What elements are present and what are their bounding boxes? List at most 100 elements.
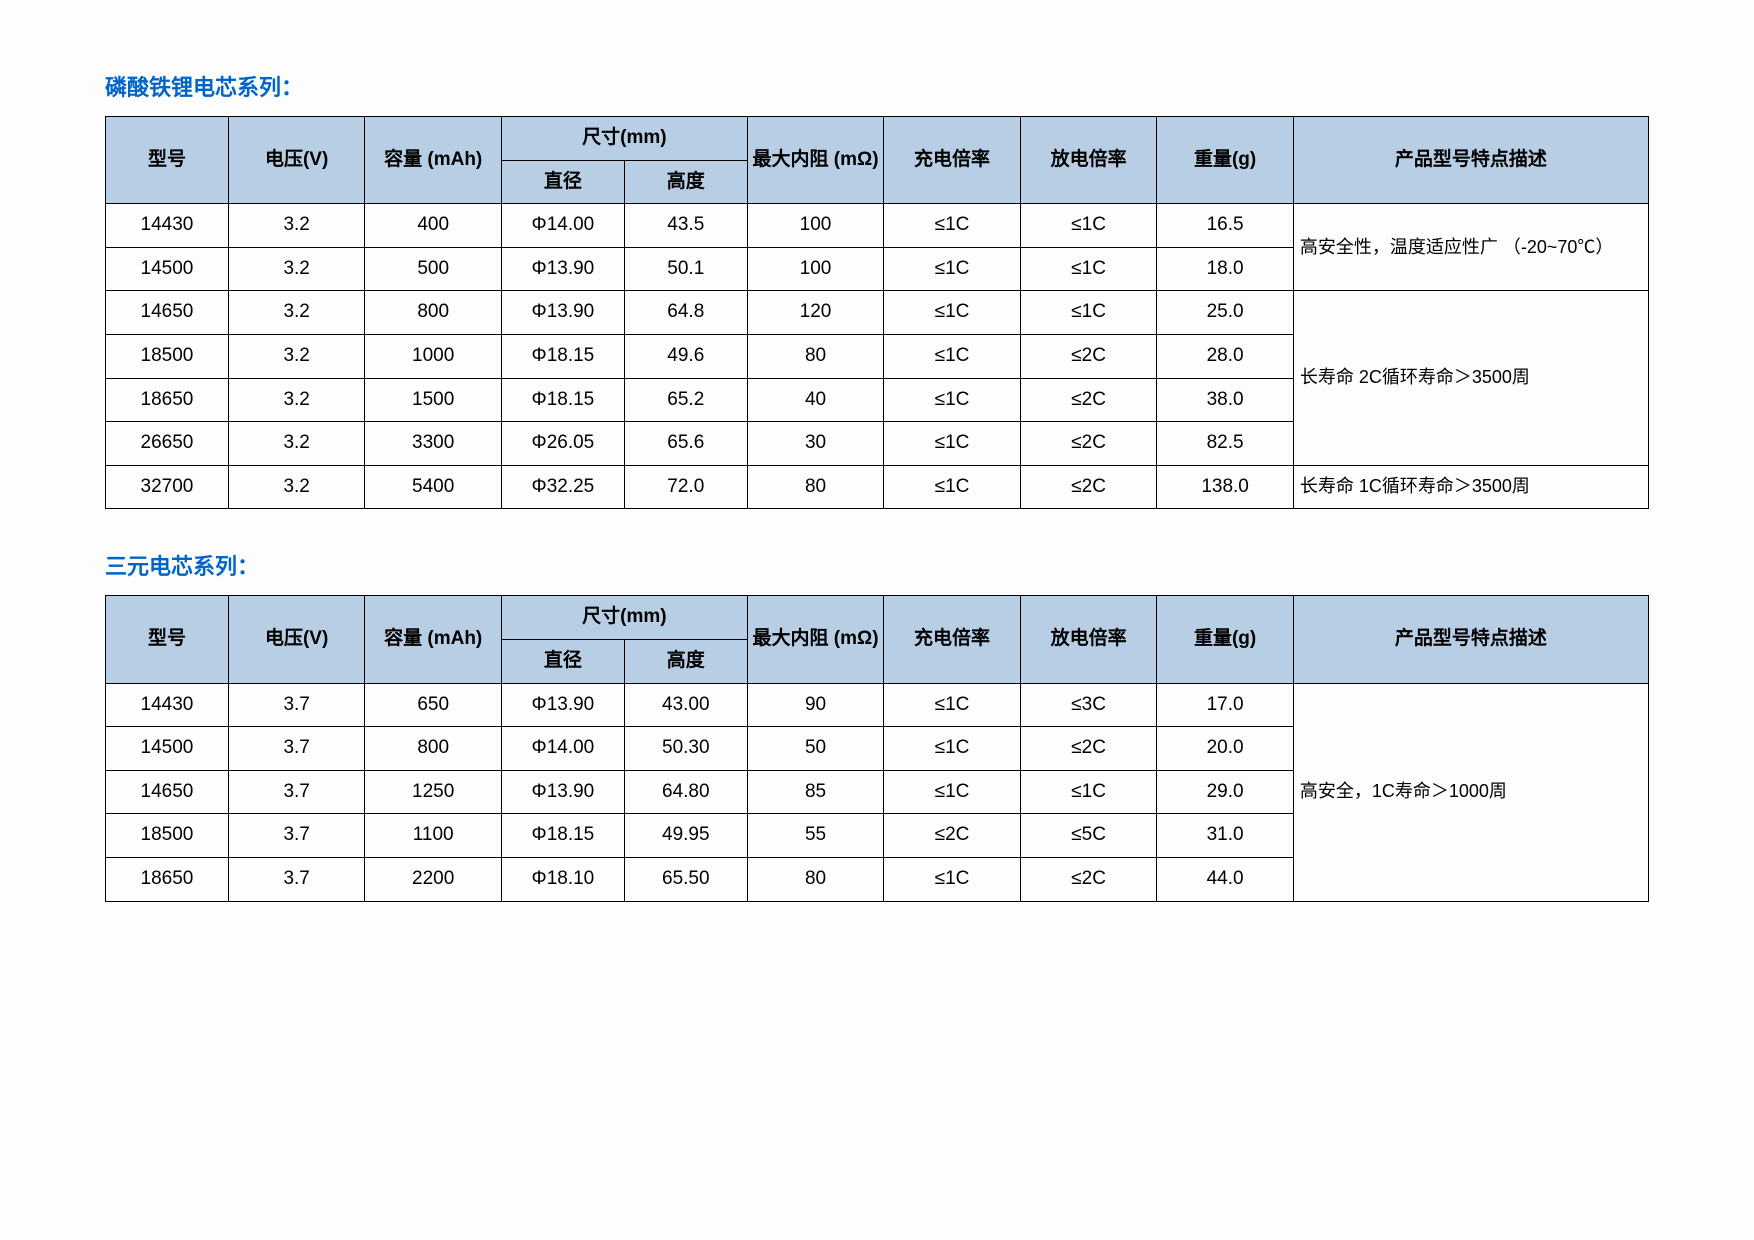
cell-diameter: Φ13.90 [501,770,624,814]
th-weight: 重量(g) [1157,596,1294,683]
th-charge: 充电倍率 [884,596,1021,683]
cell-model: 14500 [106,247,229,291]
cell-voltage: 3.2 [228,334,365,378]
cell-description: 高安全性，温度适应性广 （-20~70℃） [1293,204,1648,291]
cell-height: 43.00 [624,683,747,727]
cell-voltage: 3.2 [228,422,365,466]
cell-charge: ≤1C [884,291,1021,335]
cell-description: 长寿命 2C循环寿命＞3500周 [1293,291,1648,465]
th-charge: 充电倍率 [884,117,1021,204]
cell-charge: ≤1C [884,378,1021,422]
cell-charge: ≤1C [884,727,1021,771]
cell-discharge: ≤1C [1020,204,1157,248]
cell-capacity: 1000 [365,334,502,378]
cell-charge: ≤1C [884,857,1021,901]
cell-resistance: 50 [747,727,884,771]
cell-height: 43.5 [624,204,747,248]
cell-capacity: 800 [365,727,502,771]
cell-charge: ≤1C [884,770,1021,814]
cell-capacity: 1100 [365,814,502,858]
cell-charge: ≤2C [884,814,1021,858]
cell-voltage: 3.2 [228,247,365,291]
cell-capacity: 5400 [365,465,502,509]
th-voltage: 电压(V) [228,596,365,683]
cell-capacity: 400 [365,204,502,248]
cell-resistance: 80 [747,857,884,901]
cell-description: 高安全，1C寿命＞1000周 [1293,683,1648,901]
cell-diameter: Φ32.25 [501,465,624,509]
section2-title: 三元电芯系列： [105,549,1649,581]
table-row: 327003.25400Φ32.2572.080≤1C≤2C138.0长寿命 1… [106,465,1649,509]
cell-capacity: 1250 [365,770,502,814]
table1-body: 144303.2400Φ14.0043.5100≤1C≤1C16.5高安全性，温… [106,204,1649,509]
cell-diameter: Φ13.90 [501,247,624,291]
cell-voltage: 3.7 [228,727,365,771]
cell-charge: ≤1C [884,247,1021,291]
th-capacity: 容量 (mAh) [365,596,502,683]
th-capacity: 容量 (mAh) [365,117,502,204]
cell-weight: 31.0 [1157,814,1294,858]
section1-title: 磷酸铁锂电芯系列： [105,70,1649,102]
cell-charge: ≤1C [884,683,1021,727]
cell-model: 14650 [106,291,229,335]
cell-charge: ≤1C [884,334,1021,378]
cell-model: 32700 [106,465,229,509]
table-row: 146503.2800Φ13.9064.8120≤1C≤1C25.0长寿命 2C… [106,291,1649,335]
cell-discharge: ≤2C [1020,857,1157,901]
th-dim-group: 尺寸(mm) [501,596,747,640]
cell-diameter: Φ14.00 [501,204,624,248]
th-height: 高度 [624,639,747,683]
th-diameter: 直径 [501,639,624,683]
cell-resistance: 80 [747,334,884,378]
cell-weight: 44.0 [1157,857,1294,901]
cell-resistance: 90 [747,683,884,727]
table-lifepo4: 型号 电压(V) 容量 (mAh) 尺寸(mm) 最大内阻 (mΩ) 充电倍率 … [105,116,1649,509]
cell-voltage: 3.7 [228,770,365,814]
cell-diameter: Φ18.15 [501,334,624,378]
cell-weight: 20.0 [1157,727,1294,771]
cell-weight: 16.5 [1157,204,1294,248]
cell-charge: ≤1C [884,204,1021,248]
th-model: 型号 [106,596,229,683]
cell-resistance: 120 [747,291,884,335]
cell-voltage: 3.2 [228,291,365,335]
cell-height: 65.2 [624,378,747,422]
th-resistance: 最大内阻 (mΩ) [747,117,884,204]
cell-resistance: 85 [747,770,884,814]
cell-discharge: ≤1C [1020,770,1157,814]
th-discharge: 放电倍率 [1020,596,1157,683]
cell-model: 18500 [106,334,229,378]
cell-discharge: ≤1C [1020,291,1157,335]
cell-height: 64.8 [624,291,747,335]
cell-weight: 138.0 [1157,465,1294,509]
cell-height: 50.30 [624,727,747,771]
cell-height: 50.1 [624,247,747,291]
th-weight: 重量(g) [1157,117,1294,204]
cell-capacity: 2200 [365,857,502,901]
cell-weight: 25.0 [1157,291,1294,335]
cell-voltage: 3.2 [228,378,365,422]
cell-capacity: 3300 [365,422,502,466]
cell-weight: 28.0 [1157,334,1294,378]
cell-description: 长寿命 1C循环寿命＞3500周 [1293,465,1648,509]
cell-height: 65.50 [624,857,747,901]
cell-resistance: 40 [747,378,884,422]
cell-weight: 82.5 [1157,422,1294,466]
table-row: 144303.7650Φ13.9043.0090≤1C≤3C17.0高安全，1C… [106,683,1649,727]
cell-capacity: 800 [365,291,502,335]
cell-discharge: ≤2C [1020,378,1157,422]
th-dim-group: 尺寸(mm) [501,117,747,161]
cell-resistance: 100 [747,247,884,291]
cell-model: 14650 [106,770,229,814]
cell-voltage: 3.2 [228,465,365,509]
cell-discharge: ≤1C [1020,247,1157,291]
cell-diameter: Φ18.15 [501,378,624,422]
th-resistance: 最大内阻 (mΩ) [747,596,884,683]
cell-weight: 29.0 [1157,770,1294,814]
th-desc: 产品型号特点描述 [1293,596,1648,683]
cell-height: 49.6 [624,334,747,378]
cell-resistance: 80 [747,465,884,509]
table2-header: 型号 电压(V) 容量 (mAh) 尺寸(mm) 最大内阻 (mΩ) 充电倍率 … [106,596,1649,683]
cell-diameter: Φ18.15 [501,814,624,858]
th-voltage: 电压(V) [228,117,365,204]
